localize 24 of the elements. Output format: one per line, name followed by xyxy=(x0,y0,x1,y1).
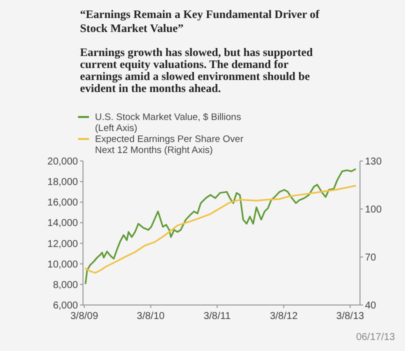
x-tick-label: 3/8/10 xyxy=(136,311,166,322)
line-series xyxy=(84,185,356,274)
legend-label: Expected Earnings Per Share Over Next 12 Months (Right Axis) xyxy=(95,134,244,156)
line-series xyxy=(84,168,356,284)
y-tick-label: 12,000 xyxy=(47,238,78,250)
y-tick-label: 8,000 xyxy=(52,280,78,291)
text: 06/17/13 xyxy=(356,332,396,343)
y2-tick-label: 70 xyxy=(365,252,377,264)
y2-tick-label: 100 xyxy=(365,204,382,216)
y2-tick-label: 130 xyxy=(365,156,382,168)
x-tick-label: 3/8/11 xyxy=(204,311,232,322)
y-tick-label: 10,000 xyxy=(47,259,78,270)
legend-label: U.S. Stock Market Value, $ Billions (Left Axis) xyxy=(95,112,242,134)
y-tick-label: 18,000 xyxy=(47,177,78,188)
y-tick-label: 6,000 xyxy=(52,300,78,312)
chart-title: “Earnings Remain a Key Fundamental Driver of Stock Market Value” xyxy=(80,9,320,35)
x-tick-label: 3/8/09 xyxy=(70,311,99,322)
x-tick-label: 3/8/12 xyxy=(270,311,298,322)
y-tick-label: 20,000 xyxy=(47,156,78,168)
x-tick-label: 3/8/13 xyxy=(336,311,365,322)
y-tick-label: 14,000 xyxy=(47,218,78,230)
y2-tick-label: 40 xyxy=(365,300,377,312)
chart-subtitle: Earnings growth has slowed, but has supported current equity valuations. The demand for earnings amid a slowed environment should be evident in the months ahead. xyxy=(80,47,314,95)
y-tick-label: 16,000 xyxy=(47,198,78,209)
